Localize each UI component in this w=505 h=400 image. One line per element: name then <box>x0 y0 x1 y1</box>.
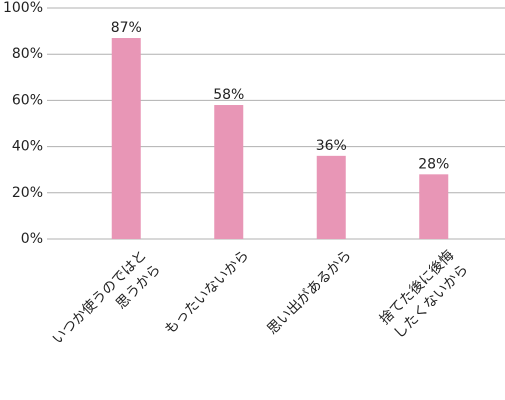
x-tick-label: 捨てた後に後悔したくないから <box>376 247 471 342</box>
y-tick-label: 80% <box>12 46 43 62</box>
y-tick-label: 20% <box>12 185 43 201</box>
y-tick-label: 0% <box>21 231 43 247</box>
bar <box>111 38 141 239</box>
value-label: 87% <box>111 20 142 36</box>
x-tick-label: 思い出があるから <box>264 247 355 338</box>
y-tick-label: 40% <box>12 139 43 155</box>
bar <box>419 174 449 239</box>
value-label: 28% <box>418 156 449 172</box>
bar <box>316 155 346 239</box>
value-label: 36% <box>316 138 347 154</box>
y-tick-label: 60% <box>12 92 43 108</box>
bar <box>214 105 244 240</box>
y-tick-label: 100% <box>3 0 43 16</box>
x-tick-label: もったいないから <box>162 247 253 338</box>
x-tick-label: いつか使うのではと思うから <box>49 247 164 362</box>
value-label: 58% <box>213 87 244 103</box>
